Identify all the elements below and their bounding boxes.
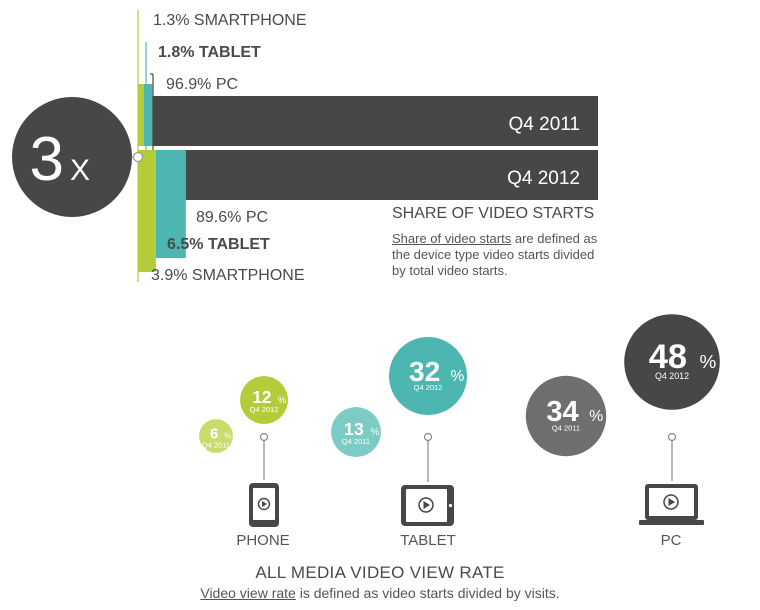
bubble-stem-dot-phone [259, 432, 269, 442]
share-title: SHARE OF VIDEO STARTS [392, 205, 595, 222]
bubble-period-label: Q4 2012 [414, 383, 443, 392]
share-definition-text: are defined as the device type video sta… [392, 231, 598, 278]
bubble-stem-dot-tablet [423, 432, 433, 442]
bubble-pc-q4-2012 [624, 314, 720, 410]
share-annotation-label: 89.6% PC [196, 209, 268, 226]
bar-category-label: Q4 2011 [509, 114, 580, 135]
share-term: Share of video starts [392, 231, 512, 246]
multiplier-badge [12, 97, 132, 217]
bar-category-label: Q4 2012 [507, 168, 580, 189]
share-annotation-label: 1.3% SMARTPHONE [153, 12, 307, 29]
view-rate-term: Video view rate [200, 585, 296, 601]
bar-pc-q4-2011 [152, 96, 599, 146]
multiplier-number: 3 [30, 125, 64, 194]
bubble-pc-q4-2011 [525, 375, 607, 457]
bubble-period-label: Q4 2011 [202, 441, 230, 450]
bubble-value: 13 [344, 419, 364, 439]
bar-smartphone-q4-2011 [138, 84, 144, 146]
bubble-phone-q4-2012 [240, 376, 288, 424]
phone-icon [249, 483, 279, 527]
bar-pc-q4-2012 [185, 150, 599, 200]
pc-icon [639, 484, 704, 525]
bar-tablet-q4-2012 [155, 150, 186, 258]
bar-tablet-q4-2011 [144, 84, 153, 146]
view-rate-title: ALL MEDIA VIDEO VIEW RATE [255, 563, 505, 582]
device-label-tablet: TABLET [400, 532, 456, 549]
bubble-percent-sign: % [370, 427, 379, 438]
view-rate-definition: Video view rate is defined as video star… [0, 585, 760, 601]
tablet-icon [401, 485, 454, 526]
bubble-percent-sign: % [278, 395, 287, 406]
bubble-value: 32 [409, 356, 440, 387]
share-annotation-label: 6.5% TABLET [167, 236, 270, 253]
bubble-percent-sign: % [700, 352, 717, 373]
bubble-stem-dot-pc [667, 432, 677, 442]
multiplier-suffix: X [70, 154, 90, 187]
bubble-percent-sign: % [589, 408, 603, 425]
view-rate-definition-text: is defined as video starts divided by vi… [295, 585, 560, 601]
device-label-phone: PHONE [236, 532, 290, 549]
bubble-tablet-q4-2012 [389, 337, 467, 415]
bubble-period-label: Q4 2012 [250, 405, 279, 414]
bubble-percent-sign: % [224, 431, 232, 441]
bubble-value: 34 [546, 396, 578, 428]
bubble-period-label: Q4 2011 [342, 437, 370, 446]
bar-smartphone-q4-2012 [138, 150, 156, 272]
share-definition: Share of video starts are defined as the… [392, 231, 607, 279]
bubble-period-label: Q4 2012 [655, 371, 689, 381]
bubble-percent-sign: % [450, 368, 464, 385]
share-bar-labels: Q4 2011 Q4 2012 1.3% SMARTPHONE 1.8% TABLET… [151, 12, 580, 284]
share-annotation-label: 3.9% SMARTPHONE [151, 267, 305, 284]
bubble-value: 12 [252, 387, 271, 407]
bubble-tablet-q4-2011 [331, 407, 381, 457]
bubble-period-label: Q4 2011 [552, 423, 580, 432]
bubble-value: 6 [210, 426, 218, 443]
share-annotation-label: 96.9% PC [166, 76, 238, 93]
bubble-phone-q4-2011 [199, 419, 233, 453]
bubble-value: 48 [649, 338, 687, 376]
share-bars [138, 84, 599, 272]
device-label-pc: PC [660, 532, 682, 549]
share-annotation-label: 1.8% TABLET [158, 44, 261, 61]
multiplier-connector-dot [132, 151, 144, 163]
